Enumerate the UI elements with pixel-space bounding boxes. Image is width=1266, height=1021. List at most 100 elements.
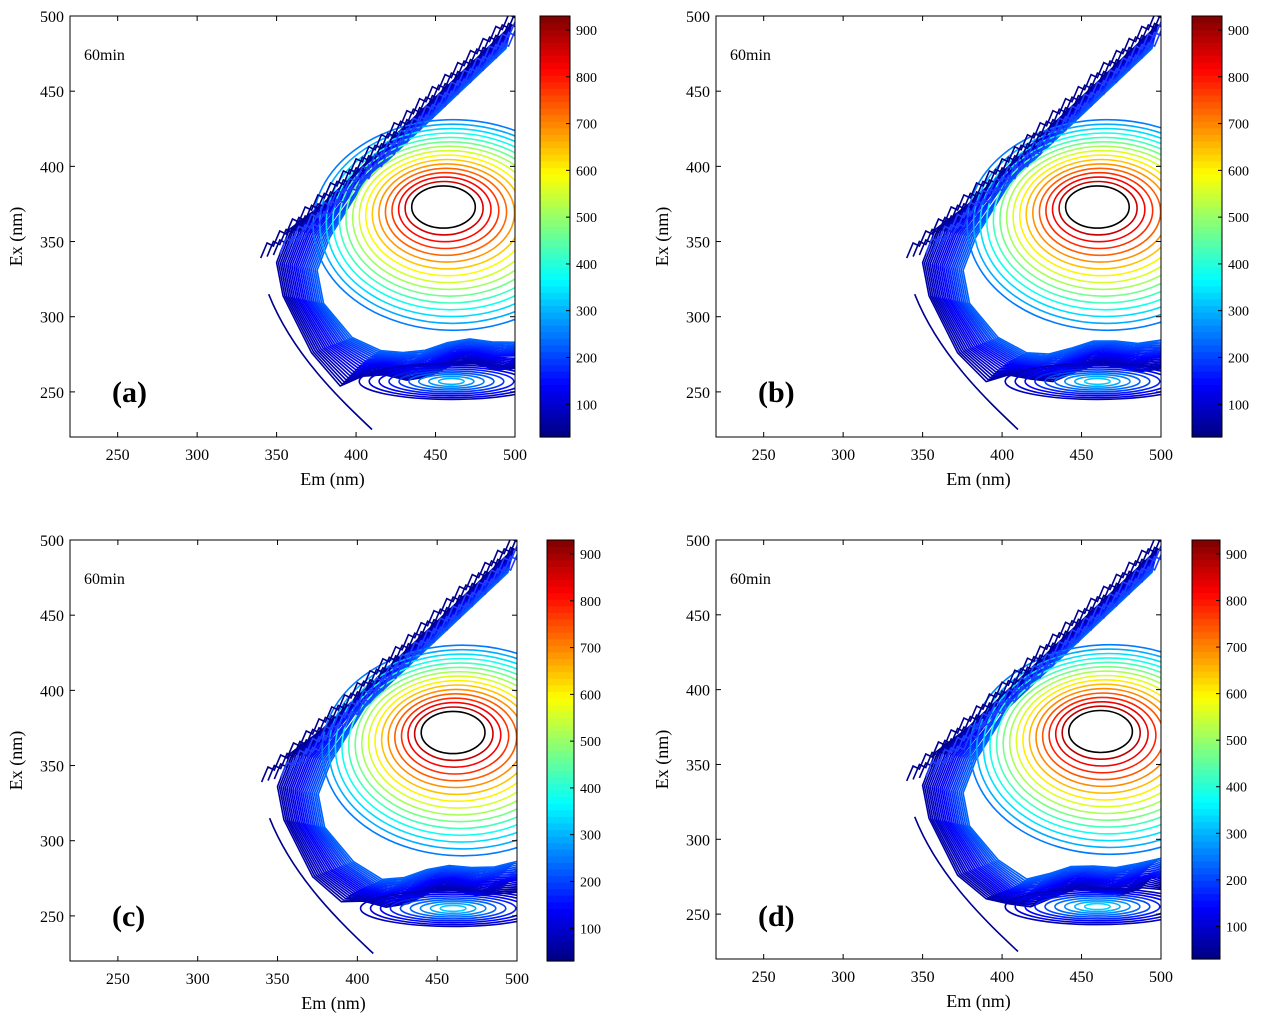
panel-a-colorbar-segment bbox=[540, 384, 570, 392]
panel-c-main-peak-contour bbox=[420, 710, 486, 755]
panel-c-x-tick-label: 450 bbox=[425, 971, 449, 988]
panel-a-colorbar-segment bbox=[540, 193, 570, 201]
panel-a-colorbar-segment bbox=[540, 417, 570, 425]
panel-c-colorbar-tick-label: 300 bbox=[580, 829, 601, 844]
panel-b-colorbar-segment bbox=[1192, 272, 1222, 280]
panel-b-y-tick-label: 350 bbox=[686, 235, 710, 252]
panel-a-colorbar-segment bbox=[540, 239, 570, 247]
panel-b-y-tick-label: 450 bbox=[686, 84, 710, 101]
panel-b-colorbar-segment bbox=[1192, 48, 1222, 57]
panel-d-main-peak-contour bbox=[1028, 683, 1161, 794]
panel-a-y-tick-label: 450 bbox=[40, 84, 64, 101]
panel-c-colorbar-segment bbox=[547, 625, 574, 633]
panel-b-panel-label: (b) bbox=[758, 376, 795, 409]
panel-b-colorbar-segment bbox=[1192, 81, 1222, 89]
panel-c-colorbar-segment bbox=[547, 776, 574, 784]
panel-c-scatter-band bbox=[273, 546, 517, 780]
panel-d-lower-peak-contour bbox=[1044, 895, 1151, 918]
panel-b-colorbar-tick-label: 200 bbox=[1228, 351, 1249, 366]
panel-c-colorbar-segment bbox=[547, 947, 574, 956]
panel-c-colorbar-segment bbox=[547, 566, 574, 574]
panel-d-main-peak-contour bbox=[1015, 674, 1161, 808]
panel-d-colorbar-segment bbox=[1192, 886, 1220, 895]
panel-b-colorbar-segment bbox=[1192, 173, 1222, 182]
panel-c-lower-peak-contour bbox=[409, 899, 497, 918]
panel-a-colorbar-segment bbox=[540, 226, 570, 234]
panel-a-colorbar-segment bbox=[540, 88, 570, 96]
panel-d-colorbar-frame bbox=[1191, 539, 1221, 960]
panel-a: 250 300 350 400 450 500 250 300 350 400 450 500 Em (… bbox=[6, 9, 597, 490]
panel-c-colorbar-segment bbox=[547, 572, 574, 581]
panel-d-colorbar-segment bbox=[1192, 828, 1220, 836]
panel-d-lower-peak-contour bbox=[1034, 893, 1161, 920]
panel-a-colorbar-tick-label: 400 bbox=[576, 258, 597, 273]
panel-b-y-tick-label: 250 bbox=[686, 385, 710, 402]
panel-a-x-tick-label: 300 bbox=[185, 447, 209, 464]
panel-a-main-peak-contour bbox=[391, 171, 500, 250]
panel-b-colorbar-segment bbox=[1192, 16, 1222, 24]
panel-b-colorbar-segment bbox=[1192, 390, 1222, 399]
panel-d-colorbar-tick-label: 900 bbox=[1226, 548, 1247, 563]
panel-b-lower-peak-contour bbox=[1024, 366, 1161, 397]
panel-c-main-peak-contour bbox=[413, 706, 494, 762]
panel-c-colorbar-segment bbox=[547, 730, 574, 738]
panel-b-colorbar-tick-label: 700 bbox=[1228, 118, 1249, 133]
panel-c-colorbar-segment bbox=[547, 789, 574, 798]
panel-b-scatter-band bbox=[937, 29, 1161, 251]
panel-b-colorbar-segment bbox=[1192, 430, 1222, 438]
panel-a-lower-peak-contour bbox=[408, 371, 495, 391]
panel-a-colorbar-segment bbox=[540, 219, 570, 228]
panel-d-colorbar-segment bbox=[1192, 710, 1220, 718]
panel-c-colorbar-segment bbox=[547, 711, 574, 719]
panel-d-colorbar-segment bbox=[1192, 585, 1220, 593]
panel-b-colorbar-segment bbox=[1192, 344, 1222, 353]
panel-d-colorbar-segment bbox=[1192, 880, 1220, 888]
panel-c-colorbar-segment bbox=[547, 540, 574, 548]
panel-b-colorbar-segment bbox=[1192, 312, 1222, 320]
panel-c-y-axis-label: Ex (nm) bbox=[6, 731, 27, 790]
panel-a-main-peak-contour bbox=[345, 141, 515, 297]
panel-b-lower-peak-contour bbox=[1004, 362, 1161, 401]
panel-b-colorbar-segment bbox=[1192, 22, 1222, 30]
panel-b-colorbar-segment bbox=[1192, 154, 1222, 162]
panel-b-colorbar-segment bbox=[1192, 417, 1222, 425]
panel-b-colorbar-segment bbox=[1192, 377, 1222, 385]
panel-a-main-peak-contour bbox=[384, 167, 508, 257]
panel-a-main-peak-contour bbox=[358, 149, 515, 284]
panel-d-main-peak-contour bbox=[995, 661, 1161, 828]
panel-b-colorbar-segment bbox=[1192, 265, 1222, 274]
panel-a-scatter-band bbox=[259, 16, 515, 259]
panel-c-colorbar-segment bbox=[547, 882, 574, 890]
panel-c-colorbar-segment bbox=[547, 546, 574, 554]
panel-d-colorbar-tick-label: 600 bbox=[1226, 688, 1247, 703]
panel-b-scatter-band bbox=[905, 16, 1161, 259]
panel-d-colorbar-segment bbox=[1192, 893, 1220, 901]
panel-a-colorbar-segment bbox=[540, 75, 570, 83]
panel-b-colorbar-segment bbox=[1192, 193, 1222, 201]
panel-b-x-tick-label: 400 bbox=[990, 447, 1014, 464]
panel-d-colorbar-segment bbox=[1192, 873, 1220, 882]
panel-b-colorbar-segment bbox=[1192, 410, 1222, 418]
panel-d-contour-line bbox=[962, 571, 1161, 881]
panel-a-colorbar-segment bbox=[540, 121, 570, 129]
panel-b-contours bbox=[905, 16, 1161, 431]
panel-a-colorbar-tick-label: 700 bbox=[576, 118, 597, 133]
panel-d-x-tick-label: 350 bbox=[911, 969, 935, 986]
panel-d-colorbar-segment bbox=[1192, 919, 1220, 927]
panel-b-colorbar-segment bbox=[1192, 101, 1222, 109]
panel-a-colorbar-segment bbox=[540, 114, 570, 122]
panel-b-lower-peak-contour bbox=[1054, 371, 1141, 391]
panel-b-lower-peak-contour bbox=[1034, 368, 1161, 395]
panel-c-main-peak-contour bbox=[328, 648, 517, 850]
panel-a-x-tick-label: 350 bbox=[265, 447, 289, 464]
panel-d-panel-label: (d) bbox=[758, 900, 795, 933]
panel-b-colorbar-segment bbox=[1192, 114, 1222, 122]
panel-d-lower-peak-contour bbox=[1014, 889, 1161, 924]
panel-c-colorbar-tick-label: 100 bbox=[580, 922, 601, 937]
panel-c-colorbar-segment bbox=[547, 645, 574, 653]
panel-c-colorbar-tick-label: 800 bbox=[580, 595, 601, 610]
panel-c-colorbar-segment bbox=[547, 605, 574, 613]
panel-b-colorbar-segment bbox=[1192, 252, 1222, 260]
panel-a-x-axis-label: Em (nm) bbox=[300, 469, 365, 490]
panel-c-colorbar-segment bbox=[547, 796, 574, 804]
